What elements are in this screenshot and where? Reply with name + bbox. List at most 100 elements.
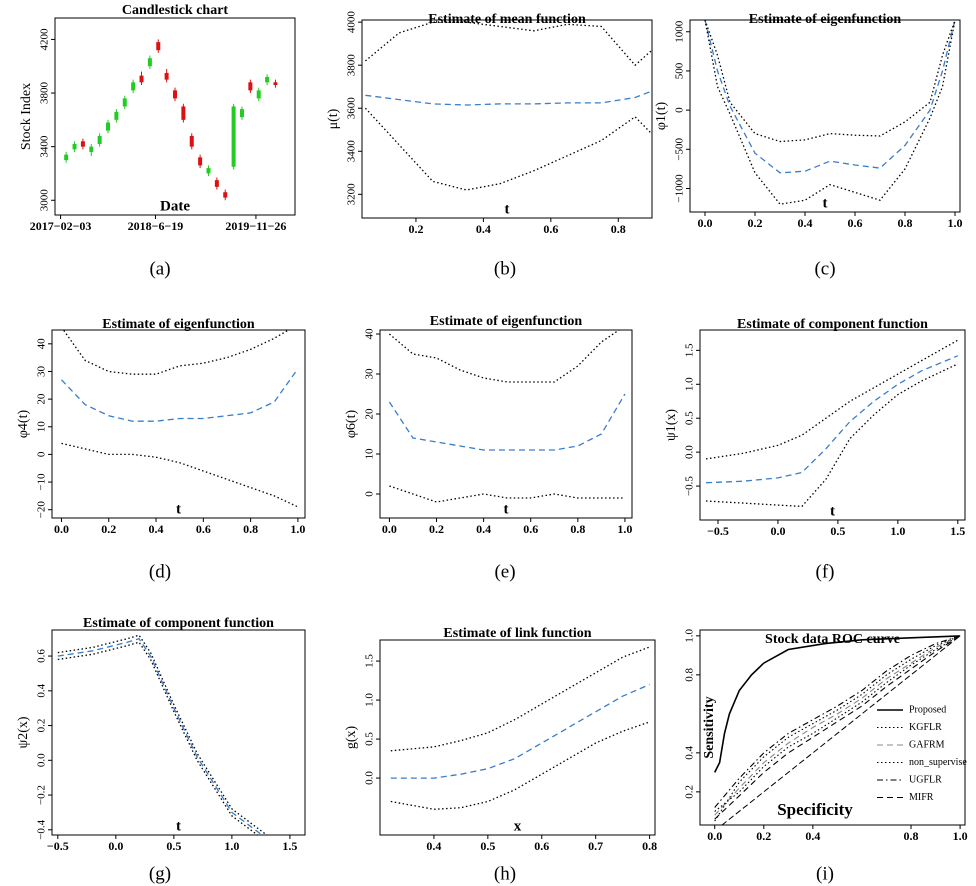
- x-axis-label: t: [505, 201, 510, 217]
- candle-body: [273, 82, 278, 86]
- y-tick-label: −0.2: [36, 785, 48, 805]
- x-tick-label: 0.4: [798, 216, 813, 230]
- x-axis-label: t: [823, 195, 828, 211]
- y-axis-label: φ6(t): [344, 410, 359, 439]
- candle-body: [80, 141, 85, 147]
- y-axis-label: Stock Index: [19, 83, 34, 150]
- candle-body: [181, 106, 186, 120]
- y-tick-label: 3600: [346, 97, 358, 120]
- x-tick-label: 0.5: [166, 839, 181, 853]
- x-tick-label: 0.0: [770, 524, 785, 538]
- curve: [57, 637, 264, 835]
- candle-body: [122, 98, 127, 107]
- curve: [705, 355, 959, 484]
- y-tick-label: 0.0: [36, 753, 48, 767]
- panel-caption: (d): [149, 561, 171, 582]
- panel: 0.0 0.2 0.4 0.8 1.0 0.2 0.4 0.8 1.0 Stock data RO…: [684, 628, 968, 884]
- panel: 0.0 0.2 0.4 0.6 0.8 1.0 −20 −10 0 10 20 30 40 Estimat…: [16, 317, 306, 582]
- candle-body: [131, 82, 136, 91]
- x-axis-label: Date: [160, 198, 190, 214]
- y-tick-label: 0.0: [364, 771, 376, 785]
- candle-body: [89, 146, 94, 153]
- curve: [390, 683, 650, 779]
- y-tick-label: 0.8: [684, 667, 696, 681]
- x-tick-label: 0.4: [149, 522, 164, 536]
- plot-frame: [699, 329, 966, 521]
- plot-area: [364, 21, 652, 191]
- y-tick-label: −10: [36, 473, 48, 491]
- plot-area: [704, 20, 956, 205]
- panel-title: Estimate of component function: [83, 616, 274, 631]
- panel: 0.0 0.2 0.4 0.6 0.8 1.0 −1000 −500 0 500 1000 Estim…: [654, 12, 962, 279]
- candle-body: [139, 75, 144, 83]
- panel-title: Estimate of eigenfunction: [749, 12, 902, 27]
- panel-caption: (a): [149, 258, 170, 279]
- y-tick-label: 0.2: [684, 785, 696, 799]
- x-tick-label: 0.2: [748, 216, 763, 230]
- y-tick-label: 500: [674, 62, 686, 79]
- legend-label: KGFLR: [909, 722, 942, 733]
- y-axis-label: φ4(t): [16, 410, 31, 439]
- plot-area: [64, 39, 278, 201]
- panel-caption: (e): [494, 561, 515, 582]
- plot-frame: [379, 329, 633, 519]
- curve: [388, 393, 626, 451]
- y-axis-label: g(x): [344, 726, 359, 750]
- candle-body: [239, 109, 244, 118]
- y-tick-label: 1.5: [684, 343, 696, 357]
- legend-label: GAFRM: [909, 739, 945, 750]
- roc-curve: [714, 635, 961, 816]
- curve: [704, 20, 956, 143]
- y-tick-label: 1000: [674, 20, 686, 43]
- y-tick-label: 0.4: [36, 683, 48, 697]
- x-tick-label: 0.4: [805, 829, 820, 843]
- x-tick-label: 0.4: [426, 839, 441, 853]
- plot-area: [713, 635, 961, 825]
- panel: −0.5 0.0 0.5 1.0 1.5 −0.4 −0.2 0.0 0.2 0.4 0.6 Esti…: [16, 616, 306, 884]
- panel-caption: (g): [149, 863, 171, 884]
- panel-caption: (f): [816, 561, 835, 582]
- x-tick-label: 0.8: [642, 839, 657, 853]
- plot-frame: [54, 17, 296, 216]
- x-tick-label: 0.5: [830, 524, 845, 538]
- y-tick-label: 1.5: [364, 654, 376, 668]
- x-axis-label: t: [176, 818, 181, 834]
- panel: −0.5 0.0 0.5 1.0 1.5 −0.5 0.0 0.5 1.0 1.5 Estimate…: [664, 317, 966, 582]
- panel-title: Stock data ROC curve: [765, 632, 900, 647]
- candle-body: [189, 135, 194, 147]
- panel-title: Estimate of eigenfunction: [102, 317, 255, 332]
- candle-body: [64, 154, 69, 161]
- candle-body: [156, 42, 161, 51]
- curve: [61, 368, 299, 422]
- panel-caption: (b): [494, 258, 516, 279]
- x-tick-label: 0.0: [698, 216, 713, 230]
- y-axis-label: φ1(t): [654, 102, 669, 131]
- curve: [388, 330, 621, 383]
- y-tick-label: −500: [674, 137, 686, 160]
- curve: [62, 330, 290, 375]
- x-tick-label: 0.6: [543, 222, 558, 236]
- x-tick-label: 0.4: [476, 522, 491, 536]
- y-tick-label: −20: [36, 501, 48, 519]
- plot-area: [705, 339, 959, 508]
- x-tick-label: 0.0: [108, 839, 123, 853]
- x-tick-label: −0.5: [707, 524, 729, 538]
- y-tick-label: 3200: [346, 183, 358, 206]
- y-tick-label: −0.5: [684, 476, 696, 496]
- panel: 0.2 0.4 0.6 0.8 3200 3400 3600 3800 4000 Estimate…: [326, 11, 653, 279]
- y-tick-label: 40: [364, 328, 376, 340]
- x-tick-label: 0.6: [523, 522, 538, 536]
- plot-frame: [51, 629, 306, 836]
- curve: [704, 20, 956, 205]
- panel-caption: (h): [494, 863, 516, 884]
- plot-area: [390, 646, 650, 810]
- candle-body: [231, 106, 236, 167]
- y-tick-label: −1000: [674, 174, 686, 203]
- x-tick-label: 0.4: [476, 222, 491, 236]
- x-tick-label: 0.8: [570, 522, 585, 536]
- y-tick-label: 1.0: [684, 628, 696, 642]
- y-tick-label: 20: [36, 393, 48, 405]
- curve: [390, 646, 650, 752]
- y-tick-label: 4200: [39, 28, 51, 51]
